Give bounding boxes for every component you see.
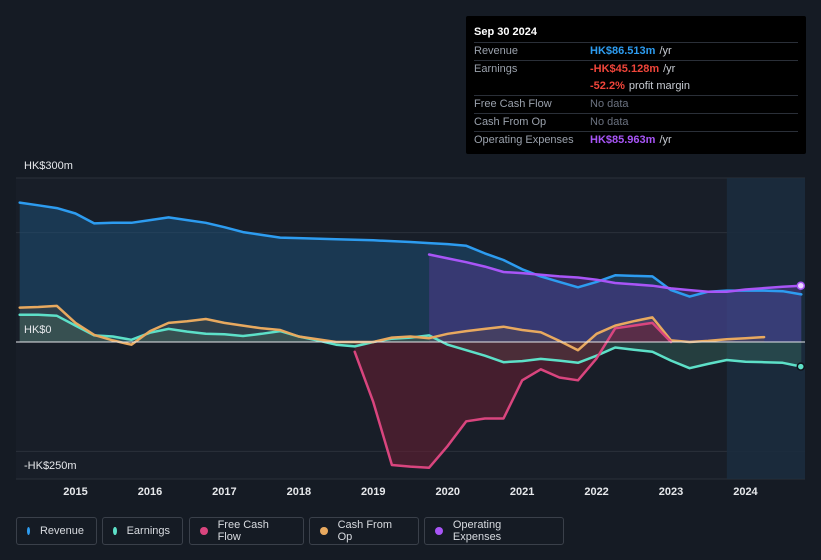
tooltip-label (474, 78, 590, 95)
cash-from-op-area (19, 305, 765, 351)
x-tick-label: 2019 (361, 486, 385, 498)
tooltip-row-revenue: Revenue HK$86.513m /yr (474, 43, 798, 61)
legend-item-cash-from-op[interactable]: Cash From Op (309, 517, 419, 545)
series-areas (19, 202, 802, 468)
tooltip-date: Sep 30 2024 (474, 22, 798, 43)
tooltip-row-profit-margin: -52.2% profit margin (474, 78, 798, 96)
legend-label: Operating Expenses (452, 519, 502, 543)
tooltip-label: Operating Expenses (474, 134, 574, 146)
tooltip-label: Free Cash Flow (474, 98, 552, 110)
tooltip-value: -52.2% (590, 80, 625, 92)
tooltip-row-operating-expenses: Operating Expenses HK$85.963m /yr (474, 132, 798, 149)
revenue-area (19, 202, 802, 342)
x-tick-label: 2024 (733, 486, 758, 498)
legend-item-earnings[interactable]: Earnings (102, 517, 183, 545)
operating-expenses-dot-icon (435, 527, 443, 535)
operating-expenses-area (429, 254, 802, 342)
tooltip-value: HK$85.963m (590, 134, 656, 146)
x-tick-label: 2020 (435, 486, 459, 498)
earnings-dot-icon (113, 527, 117, 535)
y-axis-zero-label: HK$0 (24, 324, 52, 336)
x-axis-ticks: 2015 2016 2017 2018 2019 2020 2021 2022 2023 2024 (63, 486, 758, 498)
cash-from-op-dot-icon (320, 527, 328, 535)
legend-label: Cash From Op (337, 519, 392, 543)
revenue-line (18, 201, 803, 298)
tooltip-value: HK$86.513m (590, 45, 656, 57)
tooltip-row-free-cash-flow: Free Cash Flow No data (474, 96, 798, 114)
y-axis-bottom-label: -HK$250m (24, 460, 77, 472)
series-lines (16, 201, 805, 469)
x-tick-label: 2018 (287, 486, 311, 498)
x-tick-label: 2017 (212, 486, 236, 498)
tooltip-label: Earnings (474, 63, 518, 75)
free-cash-flow-dot-icon (200, 527, 208, 535)
tooltip-unit: /yr (659, 134, 672, 146)
tooltip-label: Revenue (474, 45, 519, 57)
x-tick-label: 2015 (63, 486, 87, 498)
x-tick-label: 2016 (138, 486, 162, 498)
free-cash-flow-area (354, 322, 671, 468)
legend-item-revenue[interactable]: Revenue (16, 517, 97, 545)
legend-label: Free Cash Flow (217, 519, 269, 543)
legend-item-free-cash-flow[interactable]: Free Cash Flow (189, 517, 304, 545)
earnings-area (19, 314, 802, 369)
tooltip-value: No data (590, 98, 629, 110)
tooltip-label: Cash From Op (474, 116, 547, 128)
tooltip-value: -HK$45.128m (590, 63, 660, 75)
operating-expenses-line (427, 253, 803, 293)
cash-from-op-line (18, 304, 766, 352)
y-axis-top-label: HK$300m (24, 160, 73, 172)
legend-item-operating-expenses[interactable]: Operating Expenses (424, 517, 564, 545)
tooltip-unit: /yr (659, 45, 672, 57)
legend-label: Revenue (39, 525, 84, 537)
x-tick-label: 2021 (510, 486, 534, 498)
x-tick-label: 2023 (659, 486, 683, 498)
x-tick-label: 2022 (584, 486, 608, 498)
tooltip-value: No data (590, 116, 629, 128)
tooltip-row-cash-from-op: Cash From Op No data (474, 114, 798, 132)
legend-label: Earnings (126, 525, 170, 537)
data-tooltip: Sep 30 2024 Revenue HK$86.513m /yr Earni… (466, 16, 806, 154)
series-end-markers (796, 281, 806, 371)
tooltip-row-earnings: Earnings -HK$45.128m /yr (474, 61, 798, 78)
earnings-end-marker (796, 362, 806, 371)
tooltip-unit: profit margin (628, 80, 690, 92)
tooltip-unit: /yr (663, 63, 676, 75)
revenue-dot-icon (27, 527, 30, 535)
free-cash-flow-line (353, 321, 673, 469)
operating-expenses-end-marker (796, 281, 806, 290)
